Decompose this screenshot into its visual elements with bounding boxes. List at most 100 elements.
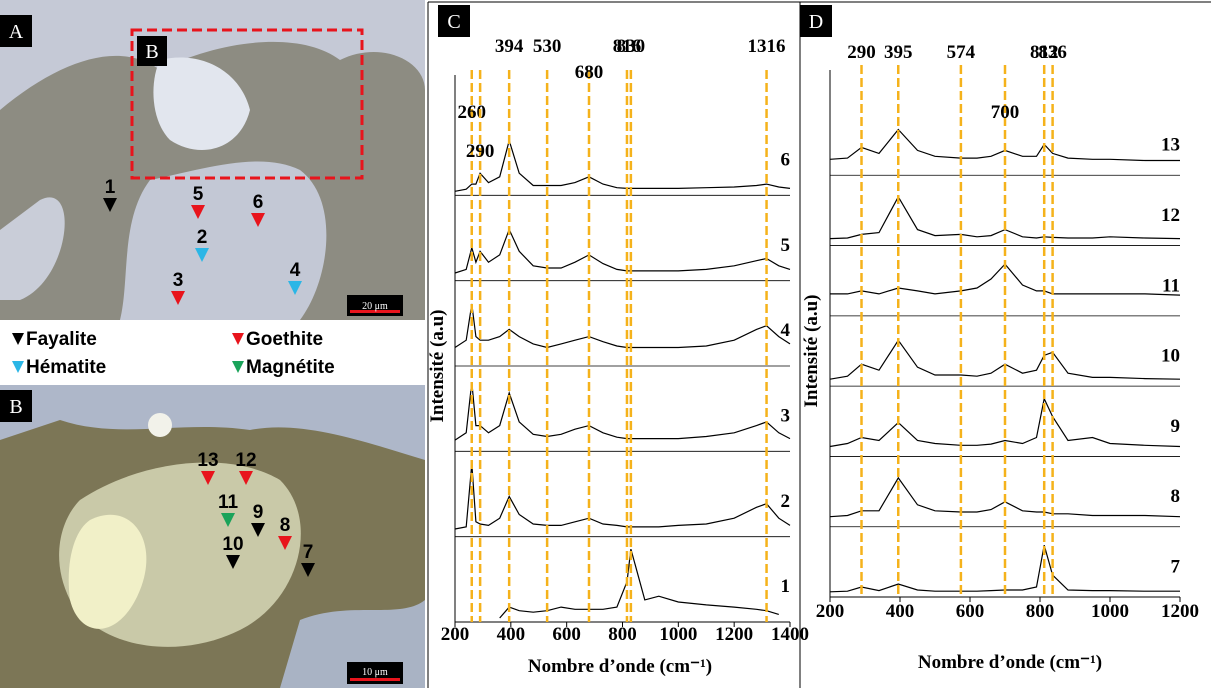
x-tick-label: 800	[1026, 601, 1055, 622]
marker-triangle	[251, 213, 265, 227]
marker-triangle	[232, 333, 244, 345]
spectrum-label: 5	[781, 235, 791, 256]
panel-label: D	[809, 11, 823, 33]
spectrum-label: 7	[1171, 556, 1181, 577]
marker-label: 2	[197, 227, 208, 248]
peak-label: 836	[1038, 42, 1067, 63]
x-tick-label: 1000	[1091, 601, 1129, 622]
marker-triangle	[195, 248, 209, 262]
panel-label: C	[447, 11, 460, 33]
marker-label: 10	[222, 534, 243, 555]
marker-triangle	[239, 471, 253, 485]
legend-label: Goethite	[246, 329, 323, 350]
spectrum	[829, 396, 1181, 448]
spectrum	[499, 548, 779, 619]
legend-area	[0, 320, 425, 385]
spectrum	[829, 339, 1181, 380]
peak-label: 290	[847, 42, 876, 63]
marker-triangle	[278, 536, 292, 550]
spectrum-label: 13	[1161, 135, 1180, 156]
marker-triangle	[12, 333, 24, 345]
legend-label: Fayalite	[26, 329, 97, 350]
y-axis-label: Intensité (a.u)	[427, 310, 448, 423]
peak-label: 700	[991, 102, 1020, 123]
spectrum-label: 10	[1161, 346, 1180, 367]
scale-bar: 20 μm	[362, 301, 388, 312]
marker-label: 13	[197, 450, 218, 471]
panel-label-box	[800, 5, 832, 37]
peak-label: 680	[575, 62, 604, 83]
peak-label: 816	[613, 36, 642, 57]
legend-label: Magnétite	[246, 357, 335, 378]
x-tick-label: 600	[552, 624, 581, 645]
marker-label: 4	[290, 260, 301, 281]
marker-triangle	[191, 205, 205, 219]
marker-triangle	[232, 361, 244, 373]
marker-label: 3	[173, 270, 184, 291]
spectrum	[454, 382, 791, 441]
marker-triangle	[171, 291, 185, 305]
peak-label: 530	[533, 36, 562, 57]
spectrum-label: 2	[781, 491, 791, 512]
marker-triangle	[226, 555, 240, 569]
spectrum	[454, 138, 791, 192]
spectrum-label: 9	[1171, 416, 1181, 437]
marker-triangle	[221, 513, 235, 527]
peak-label: 830	[617, 36, 646, 57]
marker-triangle	[288, 281, 302, 295]
legend-label: Hématite	[26, 357, 106, 378]
marker-label: 11	[218, 492, 239, 513]
x-tick-label: 1200	[715, 624, 753, 645]
marker-triangle	[12, 361, 24, 373]
x-tick-label: 200	[441, 624, 470, 645]
spectrum	[829, 476, 1181, 518]
panel-label: B	[9, 396, 22, 418]
spectrum	[829, 128, 1180, 162]
marker-label: 7	[303, 542, 314, 563]
spectrum-label: 11	[1162, 275, 1180, 296]
spectrum-label: 3	[781, 405, 791, 426]
marker-triangle	[301, 563, 315, 577]
spectrum	[829, 545, 1180, 593]
x-tick-label: 400	[497, 624, 526, 645]
x-tick-label: 400	[886, 601, 915, 622]
x-tick-label: 800	[608, 624, 637, 645]
spectrum	[829, 195, 1181, 240]
x-axis-label: Nombre d’onde (cm⁻¹)	[918, 652, 1102, 673]
panel-label-box	[438, 5, 470, 37]
marker-label: 9	[253, 502, 264, 523]
marker-triangle	[251, 523, 265, 537]
spectrum-label: 6	[781, 149, 791, 170]
peak-label: 290	[466, 141, 495, 162]
spectrum-label: 8	[1171, 486, 1181, 507]
x-tick-label: 1000	[659, 624, 697, 645]
spectrum	[454, 303, 791, 349]
inset-label: B	[145, 41, 158, 63]
spectrum	[454, 227, 791, 274]
marker-label: 6	[253, 192, 264, 213]
spectrum-label: 12	[1161, 205, 1180, 226]
marker-triangle	[201, 471, 215, 485]
marker-label: 1	[105, 177, 116, 198]
x-tick-label: 600	[956, 601, 985, 622]
scale-bar: 10 μm	[362, 667, 388, 678]
marker-triangle	[103, 198, 117, 212]
y-axis-label: Intensité (a.u)	[801, 295, 822, 408]
x-tick-label: 1200	[1161, 601, 1199, 622]
spectrum-label: 1	[781, 576, 791, 597]
x-tick-label: 200	[816, 601, 845, 622]
spectrum-label: 4	[781, 320, 791, 341]
x-axis-label: Nombre d’onde (cm⁻¹)	[528, 656, 712, 677]
x-tick-label: 1400	[771, 624, 809, 645]
marker-label: 12	[235, 450, 256, 471]
peak-label: 574	[947, 42, 976, 63]
panel-label: A	[9, 21, 24, 43]
peak-label: 260	[458, 102, 487, 123]
peak-label: 394	[495, 36, 524, 57]
spectrum	[454, 463, 791, 530]
peak-label: 395	[884, 42, 913, 63]
marker-label: 5	[193, 184, 204, 205]
spectrum	[830, 263, 1181, 296]
